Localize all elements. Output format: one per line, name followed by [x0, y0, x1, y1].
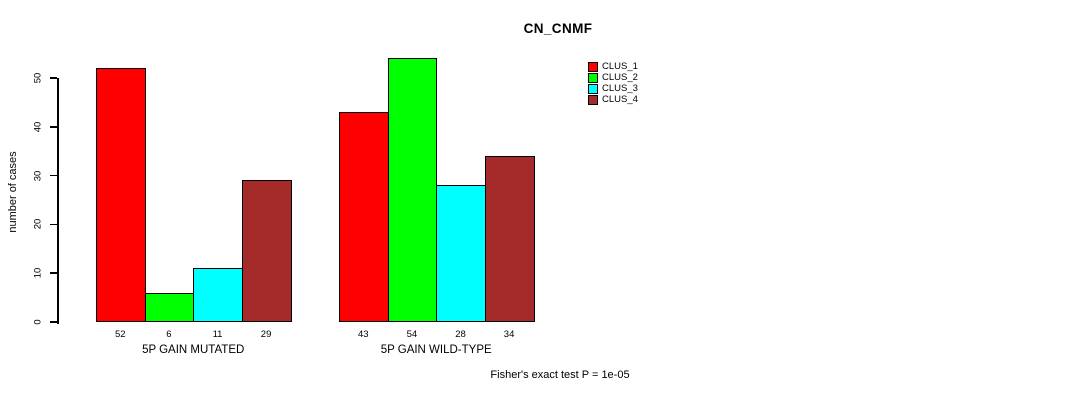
- y-tick-mark-20: [50, 223, 57, 226]
- stats-annotation: Fisher's exact test P = 1e-05: [490, 369, 630, 381]
- legend-swatch-clus_4: [588, 95, 598, 106]
- bar-value-label-clus_4-0: 29: [260, 329, 272, 340]
- bar-clus_1-1: [339, 112, 389, 322]
- bar-value-label-clus_1-1: 43: [358, 329, 369, 340]
- y-tick-mark-50: [50, 77, 57, 79]
- legend-swatch-clus_2: [588, 72, 598, 83]
- legend-row-clus_4: CLUS_4: [588, 95, 638, 106]
- x-group-label-0: 5P GAIN MUTATED: [142, 344, 245, 356]
- bar-clus_2-0: [144, 292, 195, 322]
- legend-label-clus_2: CLUS_2: [602, 71, 638, 83]
- y-tick-label-10: 10: [32, 267, 44, 279]
- y-axis-line: [57, 78, 59, 324]
- bar-value-label-clus_3-0: 11: [212, 329, 223, 340]
- bar-value-label-clus_2-0: 6: [166, 329, 172, 340]
- legend-swatch-clus_3: [588, 83, 598, 94]
- bar-clus_3-1: [436, 185, 486, 322]
- bar-clus_1-0: [96, 68, 146, 322]
- legend: CLUS_1 CLUS_2 CLUS_3 CLUS_4: [588, 61, 638, 106]
- y-tick-label-50: 50: [32, 72, 44, 84]
- legend-row-clus_2: CLUS_2: [588, 72, 638, 83]
- legend-label-clus_3: CLUS_3: [602, 82, 638, 94]
- y-tick-label-0: 0: [32, 319, 44, 325]
- chart-title: CN_CNMF: [523, 21, 593, 36]
- x-group-label-1: 5P GAIN WILD-TYPE: [380, 344, 492, 356]
- legend-swatch-clus_1: [588, 61, 598, 72]
- y-tick-mark-30: [50, 174, 57, 177]
- bar-clus_4-0: [241, 180, 292, 322]
- bar-clus_2-1: [387, 58, 438, 322]
- y-tick-label-30: 30: [32, 170, 44, 181]
- y-tick-mark-40: [50, 126, 57, 128]
- legend-label-clus_1: CLUS_1: [602, 60, 638, 72]
- legend-label-clus_4: CLUS_4: [602, 94, 638, 106]
- y-tick-label-40: 40: [32, 121, 44, 133]
- legend-row-clus_1: CLUS_1: [588, 61, 638, 72]
- legend-row-clus_3: CLUS_3: [588, 83, 638, 94]
- bar-clus_3-0: [193, 268, 243, 322]
- bar-value-label-clus_2-1: 54: [406, 329, 418, 340]
- y-tick-mark-0: [50, 321, 57, 323]
- bar-value-label-clus_1-0: 52: [115, 329, 126, 340]
- bar-clus_4-1: [484, 156, 535, 322]
- bar-value-label-clus_4-1: 34: [503, 329, 515, 340]
- y-tick-label-20: 20: [32, 219, 44, 230]
- y-axis-label: number of cases: [7, 151, 19, 233]
- bar-value-label-clus_3-1: 28: [455, 329, 466, 340]
- y-tick-mark-10: [50, 272, 57, 274]
